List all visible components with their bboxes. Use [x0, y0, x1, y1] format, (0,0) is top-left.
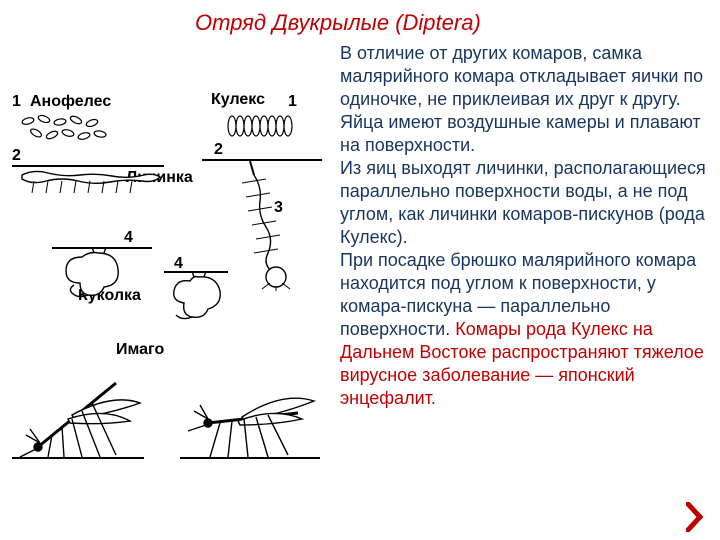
eggs-culex-icon: [224, 111, 296, 141]
stage-number: 2: [214, 141, 223, 159]
lifecycle-diagram: Анофелес Кулекс 1 1: [5, 70, 330, 470]
slide: Отряд Двукрылые (Diptera) Анофелес Кулек…: [0, 0, 720, 540]
eggs-anopheles-icon: [18, 113, 110, 145]
label-culex: Кулекс: [211, 91, 265, 109]
pupa-culex-icon: [164, 273, 236, 325]
stage-number: 3: [274, 199, 283, 217]
stage-number: 2: [12, 147, 21, 165]
pupa-anopheles-icon: [58, 249, 138, 305]
stage-number: 4: [174, 255, 183, 273]
larva-culex-icon: [212, 161, 322, 291]
stage-number: 1: [12, 93, 21, 111]
label-anopheles: Анофелес: [30, 93, 111, 111]
imago-culex-icon: [178, 367, 324, 459]
stage-number: 1: [288, 93, 297, 111]
body-text: В отличие от других комаров, самка маляр…: [340, 42, 710, 410]
imago-anopheles-icon: [12, 363, 152, 459]
stage-number: 4: [124, 229, 133, 247]
larva-anopheles-icon: [14, 167, 164, 207]
label-imago: Имаго: [116, 341, 164, 359]
slide-title: Отряд Двукрылые (Diptera): [195, 10, 481, 36]
corner-chevron-icon: [686, 502, 708, 532]
body-main-text: В отличие от других комаров, самка маляр…: [340, 43, 706, 339]
